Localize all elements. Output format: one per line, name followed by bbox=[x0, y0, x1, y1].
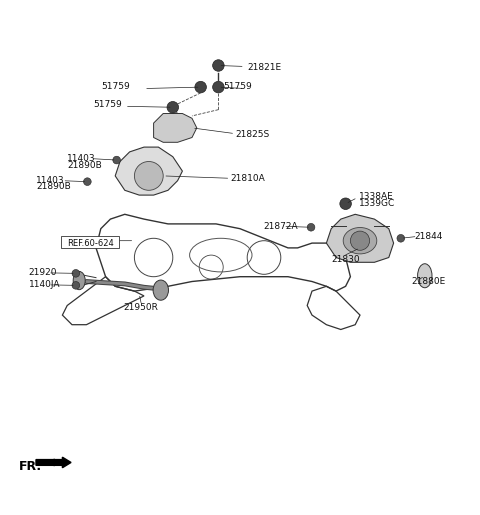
Circle shape bbox=[397, 234, 405, 242]
Ellipse shape bbox=[73, 271, 85, 289]
Circle shape bbox=[72, 269, 80, 277]
Polygon shape bbox=[326, 214, 394, 262]
Polygon shape bbox=[154, 113, 197, 142]
Circle shape bbox=[84, 178, 91, 185]
Text: 11403: 11403 bbox=[67, 154, 96, 163]
Ellipse shape bbox=[153, 280, 168, 300]
Text: 51759: 51759 bbox=[223, 82, 252, 91]
Polygon shape bbox=[115, 147, 182, 195]
Circle shape bbox=[307, 224, 315, 231]
Text: 11403: 11403 bbox=[36, 176, 65, 185]
Circle shape bbox=[134, 162, 163, 191]
Ellipse shape bbox=[343, 228, 377, 254]
Circle shape bbox=[113, 156, 120, 164]
Text: 21825S: 21825S bbox=[235, 130, 269, 139]
Text: 51759: 51759 bbox=[101, 82, 130, 91]
Text: 21830: 21830 bbox=[331, 255, 360, 264]
Text: 21810A: 21810A bbox=[230, 174, 265, 183]
Circle shape bbox=[350, 231, 370, 250]
Circle shape bbox=[340, 198, 351, 210]
Text: FR.: FR. bbox=[19, 460, 42, 473]
Text: 21950R: 21950R bbox=[124, 303, 159, 312]
Text: 51759: 51759 bbox=[94, 100, 122, 109]
Text: 1338AE: 1338AE bbox=[359, 192, 394, 201]
Text: REF.60-624: REF.60-624 bbox=[67, 238, 114, 248]
Circle shape bbox=[195, 81, 206, 93]
Circle shape bbox=[213, 60, 224, 71]
FancyBboxPatch shape bbox=[61, 236, 119, 248]
FancyArrow shape bbox=[36, 457, 71, 468]
Circle shape bbox=[167, 101, 179, 113]
Text: 1339GC: 1339GC bbox=[359, 199, 396, 208]
Text: 21872A: 21872A bbox=[263, 222, 298, 231]
Circle shape bbox=[72, 282, 80, 289]
Text: 21920: 21920 bbox=[29, 268, 57, 277]
Circle shape bbox=[213, 81, 224, 93]
Text: 21844: 21844 bbox=[414, 232, 443, 241]
Text: 21821E: 21821E bbox=[247, 63, 281, 72]
Text: 1140JA: 1140JA bbox=[29, 280, 60, 289]
Text: 21880E: 21880E bbox=[412, 277, 446, 286]
Text: 21890B: 21890B bbox=[67, 161, 102, 170]
Text: 21890B: 21890B bbox=[36, 182, 71, 192]
Ellipse shape bbox=[418, 264, 432, 288]
